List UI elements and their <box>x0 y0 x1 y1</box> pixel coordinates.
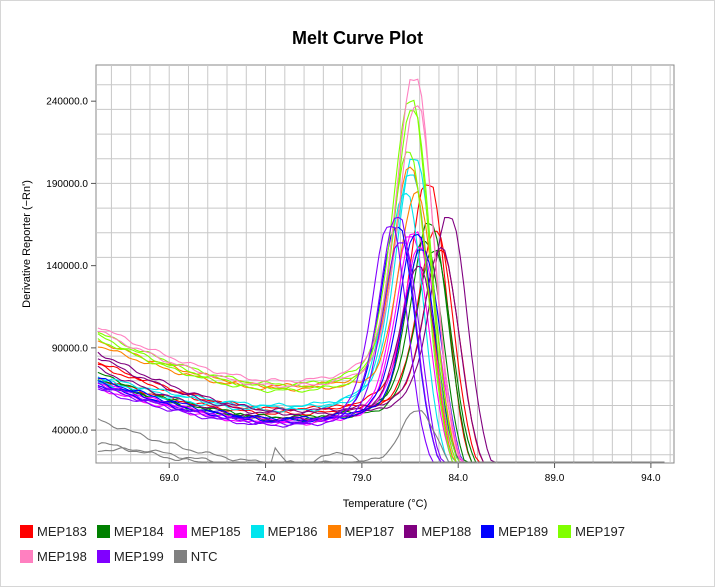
curve-series <box>97 78 665 463</box>
series-NTC <box>97 410 665 463</box>
y-tick-label: 190000.0 <box>46 179 88 190</box>
melt-curve-NTC <box>97 442 665 463</box>
axis-ticks: 69.0 74.0 79.0 84.0 89.0 94.0 40000.0 90000.0 14… <box>46 97 661 484</box>
x-tick-label: 79.0 <box>352 473 372 484</box>
legend-item: MEP199 <box>96 549 164 564</box>
y-tick-label: 90000.0 <box>52 343 89 354</box>
legend-swatch <box>20 525 33 538</box>
legend-item: MEP186 <box>250 524 318 539</box>
legend-swatch <box>558 525 572 538</box>
legend-swatch <box>481 525 495 538</box>
legend-label: MEP186 <box>267 524 318 539</box>
legend-item: MEP189 <box>481 524 548 539</box>
legend-item: MEP185 <box>173 524 241 539</box>
x-tick-label: 69.0 <box>159 473 179 484</box>
y-axis-label: Derivative Reporter (−Rn') <box>21 180 33 308</box>
legend-item: NTC <box>173 549 218 564</box>
legend-label: MEP197 <box>575 524 625 539</box>
legend-swatch <box>404 525 418 538</box>
legend-item: MEP198 <box>20 549 87 564</box>
legend-label: MEP188 <box>421 524 472 539</box>
legend-item: MEP183 <box>20 524 87 539</box>
legend-item: MEP184 <box>96 524 164 539</box>
legend-label: MEP198 <box>37 549 87 564</box>
y-tick-label: 140000.0 <box>46 261 88 272</box>
x-axis-label: Temperature (°C) <box>343 498 427 510</box>
x-tick-label: 89.0 <box>545 473 565 484</box>
y-tick-label: 40000.0 <box>52 426 89 437</box>
x-tick-label: 94.0 <box>641 473 661 484</box>
legend-label: MEP189 <box>498 524 549 539</box>
chart-legend: MEP183 MEP184 MEP185 MEP186 MEP187 MEP188 MEP1… <box>20 524 700 574</box>
chart-title: Melt Curve Plot <box>291 28 424 48</box>
legend-label: MEP183 <box>37 524 87 539</box>
legend-swatch <box>250 525 264 538</box>
legend-swatch <box>173 550 187 563</box>
legend-label: MEP199 <box>113 549 164 564</box>
legend-swatch <box>327 525 341 538</box>
melt-curve-plot: 69.0 74.0 79.0 84.0 89.0 94.0 40000.0 90000.0 14… <box>21 64 675 510</box>
y-tick-label: 240000.0 <box>46 97 88 108</box>
legend-item: MEP187 <box>327 524 395 539</box>
legend-label: NTC <box>190 549 218 564</box>
legend-item: MEP188 <box>404 524 471 539</box>
legend-swatch <box>96 525 110 538</box>
legend-swatch <box>20 550 33 563</box>
x-tick-label: 74.0 <box>256 473 276 484</box>
legend-swatch <box>173 525 187 538</box>
legend-swatch <box>96 550 110 563</box>
x-tick-label: 84.0 <box>448 473 468 484</box>
legend-label: MEP187 <box>344 524 395 539</box>
legend-item: MEP197 <box>558 524 625 539</box>
legend-label: MEP185 <box>190 524 241 539</box>
legend-label: MEP184 <box>113 524 164 539</box>
